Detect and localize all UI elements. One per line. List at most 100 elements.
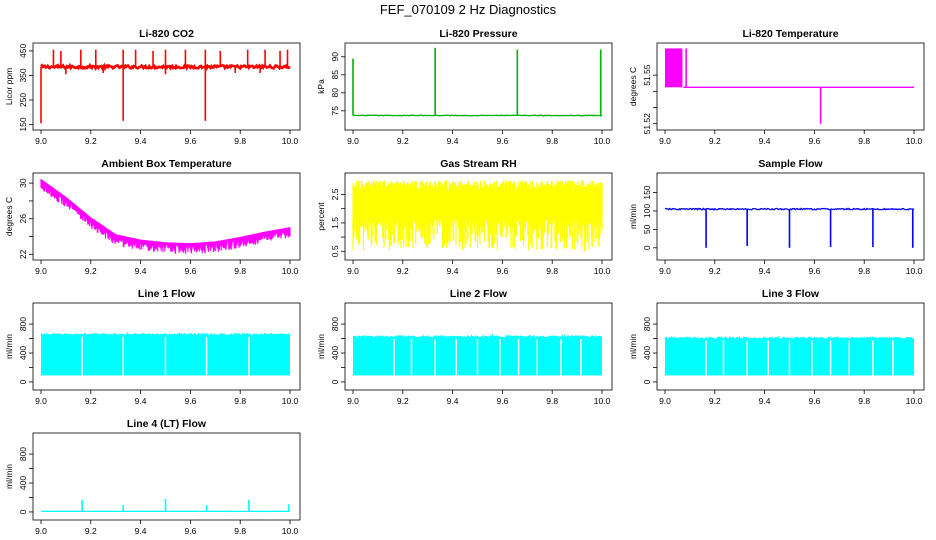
x-tick-label: 9.8 — [546, 136, 558, 146]
plot-frame — [32, 172, 301, 261]
x-tick-label: 9.2 — [709, 136, 721, 146]
x-tick-label: 9.8 — [858, 266, 870, 276]
series-line — [352, 114, 603, 117]
x-tick-label: 9.0 — [35, 136, 47, 146]
chart-panels: Li-820 CO2 Licor ppm 9.0 9.2 9.4 9.6 9.8 10.0 15… — [4, 28, 925, 536]
y-axis-label: degrees C — [628, 67, 638, 106]
x-tick-label: 10.0 — [282, 396, 299, 406]
data-series — [40, 498, 291, 513]
series-line — [40, 332, 291, 338]
y-tick-label: 0 — [330, 379, 340, 384]
x-tick-label: 9.2 — [85, 266, 97, 276]
y-tick-label: 51.52 — [642, 113, 652, 135]
y-tick-label: 250 — [18, 93, 28, 107]
series-line — [352, 334, 603, 340]
series-line — [664, 335, 915, 342]
x-tick-label: 9.8 — [546, 396, 558, 406]
x-tick-label: 10.0 — [594, 266, 611, 276]
y-tick-label: 800 — [18, 447, 28, 461]
panel-2: Li-820 Pressure kPa 9.0 9.2 9.4 9.6 9.8 10.0 75 8… — [316, 28, 613, 146]
y-tick-label: 1.5 — [330, 217, 340, 229]
y-tick-label: 85 — [330, 70, 340, 80]
panel-title: Gas Stream RH — [440, 158, 516, 170]
x-tick-label: 9.2 — [709, 396, 721, 406]
data-series — [40, 332, 291, 376]
y-tick-label: 0 — [18, 379, 28, 384]
x-tick-label: 9.4 — [135, 396, 147, 406]
x-tick-label: 9.4 — [447, 136, 459, 146]
y-axis-label: ml/min — [628, 334, 638, 359]
x-tick-label: 9.8 — [234, 266, 246, 276]
y-axis-label: percent — [316, 202, 326, 231]
x-tick-label: 9.6 — [808, 136, 820, 146]
panel-title: Line 3 Flow — [762, 288, 820, 300]
y-tick-label: 400 — [18, 476, 28, 490]
y-tick-label: 400 — [18, 346, 28, 360]
panel-5: Gas Stream RH percent 9.0 9.2 9.4 9.6 9.8 10.0 0… — [316, 158, 613, 276]
x-tick-label: 9.0 — [35, 526, 47, 536]
y-axis-label: ml/min — [628, 204, 638, 229]
x-tick-label: 9.2 — [397, 266, 409, 276]
x-tick-label: 9.4 — [135, 526, 147, 536]
x-tick-label: 9.0 — [35, 266, 47, 276]
x-tick-label: 9.4 — [135, 266, 147, 276]
data-series — [40, 49, 291, 124]
y-tick-label: 150 — [642, 185, 652, 199]
series-line — [40, 179, 291, 254]
x-tick-label: 9.6 — [184, 136, 196, 146]
y-tick-label: 800 — [330, 317, 340, 331]
data-series — [352, 47, 603, 117]
x-tick-label: 10.0 — [282, 526, 299, 536]
x-tick-label: 9.2 — [85, 136, 97, 146]
panel-title: Line 4 (LT) Flow — [127, 418, 207, 430]
panel-title: Line 2 Flow — [450, 288, 508, 300]
x-tick-label: 9.0 — [659, 266, 671, 276]
x-tick-label: 9.6 — [496, 266, 508, 276]
x-tick-label: 9.0 — [347, 266, 359, 276]
data-series — [664, 207, 915, 248]
plot-frame — [344, 42, 613, 131]
y-axis-label: ml/min — [4, 334, 14, 359]
x-tick-label: 9.6 — [808, 396, 820, 406]
y-tick-label: 0 — [18, 509, 28, 514]
x-tick-label: 10.0 — [906, 396, 923, 406]
y-tick-label: 100 — [642, 204, 652, 218]
x-tick-label: 9.0 — [35, 396, 47, 406]
x-tick-label: 9.4 — [759, 266, 771, 276]
panel-9: Line 3 Flow ml/min 9.0 9.2 9.4 9.6 9.8 10.0 0 400… — [628, 288, 925, 406]
x-tick-label: 9.2 — [85, 396, 97, 406]
x-tick-label: 9.0 — [347, 136, 359, 146]
y-tick-label: 150 — [18, 117, 28, 131]
y-tick-label: 400 — [330, 346, 340, 360]
y-axis-label: kPa — [316, 79, 326, 94]
panel-title: Line 1 Flow — [138, 288, 196, 300]
plot-frame — [32, 432, 301, 521]
y-tick-label: 50 — [642, 224, 652, 234]
panel-4: Ambient Box Temperature degrees C 9.0 9.2 9.… — [4, 158, 301, 276]
y-axis-label: degrees C — [4, 197, 14, 236]
x-tick-label: 9.8 — [858, 396, 870, 406]
plot-frame — [656, 302, 925, 391]
x-tick-label: 9.4 — [759, 396, 771, 406]
y-tick-label: 80 — [330, 88, 340, 98]
x-tick-label: 9.6 — [496, 136, 508, 146]
x-tick-label: 9.0 — [659, 136, 671, 146]
panel-6: Sample Flow ml/min 9.0 9.2 9.4 9.6 9.8 10.0 0 50 1… — [628, 158, 925, 276]
x-tick-label: 9.4 — [759, 136, 771, 146]
y-tick-label: 800 — [18, 317, 28, 331]
x-tick-label: 9.6 — [184, 526, 196, 536]
y-tick-label: 51.55 — [642, 64, 652, 86]
series-line — [352, 180, 603, 252]
y-tick-label: 0 — [642, 245, 652, 250]
x-tick-label: 9.4 — [447, 266, 459, 276]
x-tick-label: 9.4 — [447, 396, 459, 406]
figure-title: FEF_070109 2 Hz Diagnostics — [380, 2, 557, 17]
plot-frame — [32, 42, 301, 131]
panel-title: Sample Flow — [758, 158, 823, 170]
panel-title: Li-820 Temperature — [742, 28, 838, 40]
y-tick-label: 26 — [18, 214, 28, 224]
x-tick-label: 9.6 — [184, 396, 196, 406]
plot-frame — [344, 172, 613, 261]
y-tick-label: 30 — [18, 178, 28, 188]
panel-10: Line 4 (LT) Flow ml/min 9.0 9.2 9.4 9.6 9.8 10.… — [4, 418, 301, 536]
